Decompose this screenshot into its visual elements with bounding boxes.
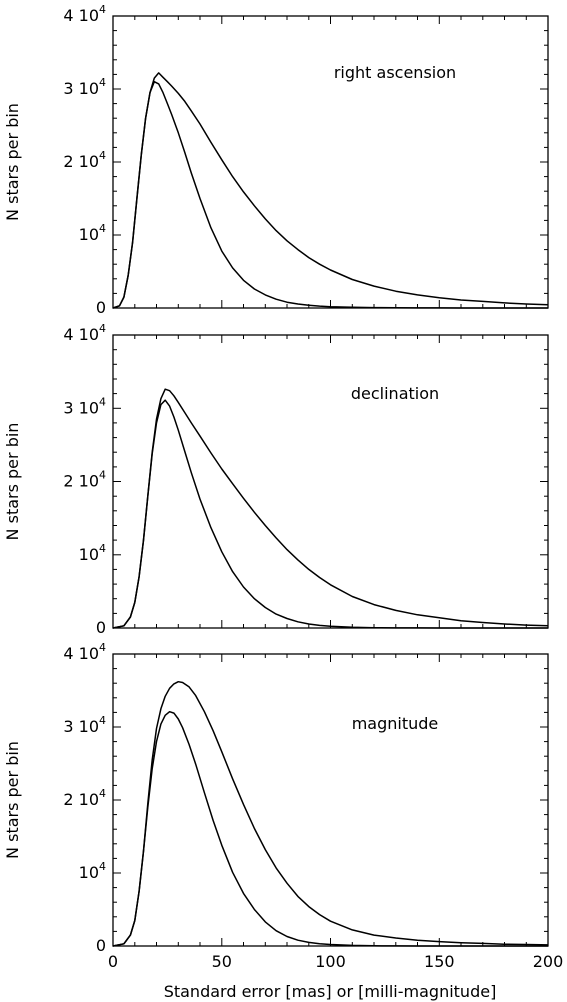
panel-title: right ascension <box>334 63 456 82</box>
series-line-1 <box>112 680 549 947</box>
y-axis-label: N stars per bin <box>3 103 22 221</box>
plot-frame <box>112 15 549 309</box>
x-tick-label: 0 <box>108 952 118 971</box>
panel-3: 0 104 2 104 3 104 4 104 0 50 100 150 200 N stars p… <box>3 641 563 971</box>
y-tick-label: 104 <box>79 860 106 882</box>
y-tick-label: 104 <box>79 222 106 244</box>
series-line-1 <box>112 388 549 629</box>
x-tick-label: 200 <box>533 952 564 971</box>
y-tick-label: 0 <box>96 936 106 955</box>
panel-2: 0 104 2 104 3 104 4 104 N stars per bin declin… <box>3 322 549 637</box>
y-axis-label: N stars per bin <box>3 741 22 859</box>
y-tick-label: 3 104 <box>63 395 106 417</box>
y-tick-label: 4 104 <box>63 3 106 25</box>
y-tick-label: 2 104 <box>63 149 106 171</box>
panel-title: declination <box>351 384 439 403</box>
y-tick-label: 0 <box>96 618 106 637</box>
y-tick-label: 4 104 <box>63 641 106 663</box>
plot-frame <box>112 653 549 947</box>
series-line-2 <box>112 399 548 629</box>
y-axis-label: N stars per bin <box>3 423 22 541</box>
panel-1: 0 104 2 104 3 104 4 104 N stars per bin right … <box>3 3 549 317</box>
x-axis-label: Standard error [mas] or [milli-magnitude… <box>164 982 497 1001</box>
y-tick-label: 3 104 <box>63 714 106 736</box>
x-tick-label: 150 <box>424 952 455 971</box>
series-line-2 <box>112 80 548 309</box>
series-line-2 <box>112 710 548 947</box>
panel-title: magnitude <box>352 714 439 733</box>
y-tick-label: 104 <box>79 542 106 564</box>
y-tick-label: 0 <box>96 298 106 317</box>
y-tick-label: 2 104 <box>63 787 106 809</box>
x-tick-label: 50 <box>212 952 232 971</box>
x-tick-label: 100 <box>315 952 346 971</box>
series-line-1 <box>112 72 549 309</box>
y-tick-label: 3 104 <box>63 76 106 98</box>
y-tick-label: 4 104 <box>63 322 106 344</box>
y-tick-label: 2 104 <box>63 469 106 491</box>
